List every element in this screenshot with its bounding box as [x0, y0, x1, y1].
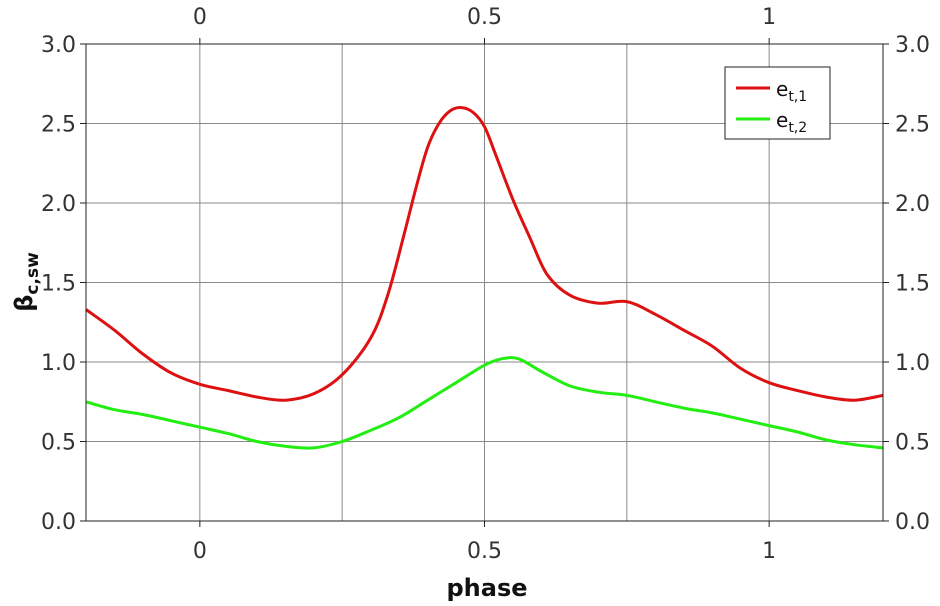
y-tick-label-left: 1.0: [41, 351, 76, 376]
x-tick-label-bottom: 0.5: [467, 539, 502, 564]
legend-label-series-1-main: e: [776, 77, 788, 101]
legend-box: [724, 66, 831, 140]
x-tick-label-bottom: 0: [193, 539, 207, 564]
y-tick-label-right: 1.0: [895, 351, 930, 376]
y-tick-label-right: 3.0: [895, 33, 930, 58]
series-line-2: [85, 356, 884, 450]
tick-marks: [80, 38, 889, 527]
y-tick-label-right: 2.5: [895, 113, 930, 138]
y-tick-label-left: 2.5: [41, 113, 76, 138]
legend-label-series-1: et,1: [776, 77, 807, 105]
tick-labels: 0.0 0.0 0.5 0.5 1.0 1.0 1.5 1.5 2.0 2.0 2.5 2.5 3.0 3…: [41, 5, 930, 564]
x-tick-label-top: 0.5: [467, 5, 502, 30]
x-tick-label-top: 1: [762, 5, 776, 30]
y-axis-label-main: β: [10, 295, 38, 312]
y-tick-label-left: 3.0: [41, 33, 76, 58]
y-tick-label-right: 1.5: [895, 272, 930, 297]
legend-label-series-2: et,2: [776, 108, 807, 136]
y-tick-label-right: 0.5: [895, 431, 930, 456]
y-tick-label-left: 0.0: [41, 510, 76, 535]
series-line-1: [85, 106, 884, 402]
x-axis-label: phase: [446, 574, 527, 602]
legend: et,1 et,2: [724, 66, 831, 140]
legend-label-series-1-sub: t,1: [788, 89, 807, 105]
legend-label-series-2-main: e: [776, 108, 788, 132]
y-tick-label-right: 0.0: [895, 510, 930, 535]
legend-label-series-2-sub: t,2: [788, 120, 807, 136]
x-tick-label-top: 0: [193, 5, 207, 30]
x-tick-label-bottom: 1: [762, 539, 776, 564]
y-axis-label-sub: c,sw: [23, 252, 43, 295]
y-tick-label-left: 1.5: [41, 272, 76, 297]
y-tick-label-left: 0.5: [41, 431, 76, 456]
y-tick-label-left: 2.0: [41, 192, 76, 217]
series-lines: [85, 106, 884, 450]
y-tick-label-right: 2.0: [895, 192, 930, 217]
y-axis-label: βc,sw: [10, 252, 43, 312]
